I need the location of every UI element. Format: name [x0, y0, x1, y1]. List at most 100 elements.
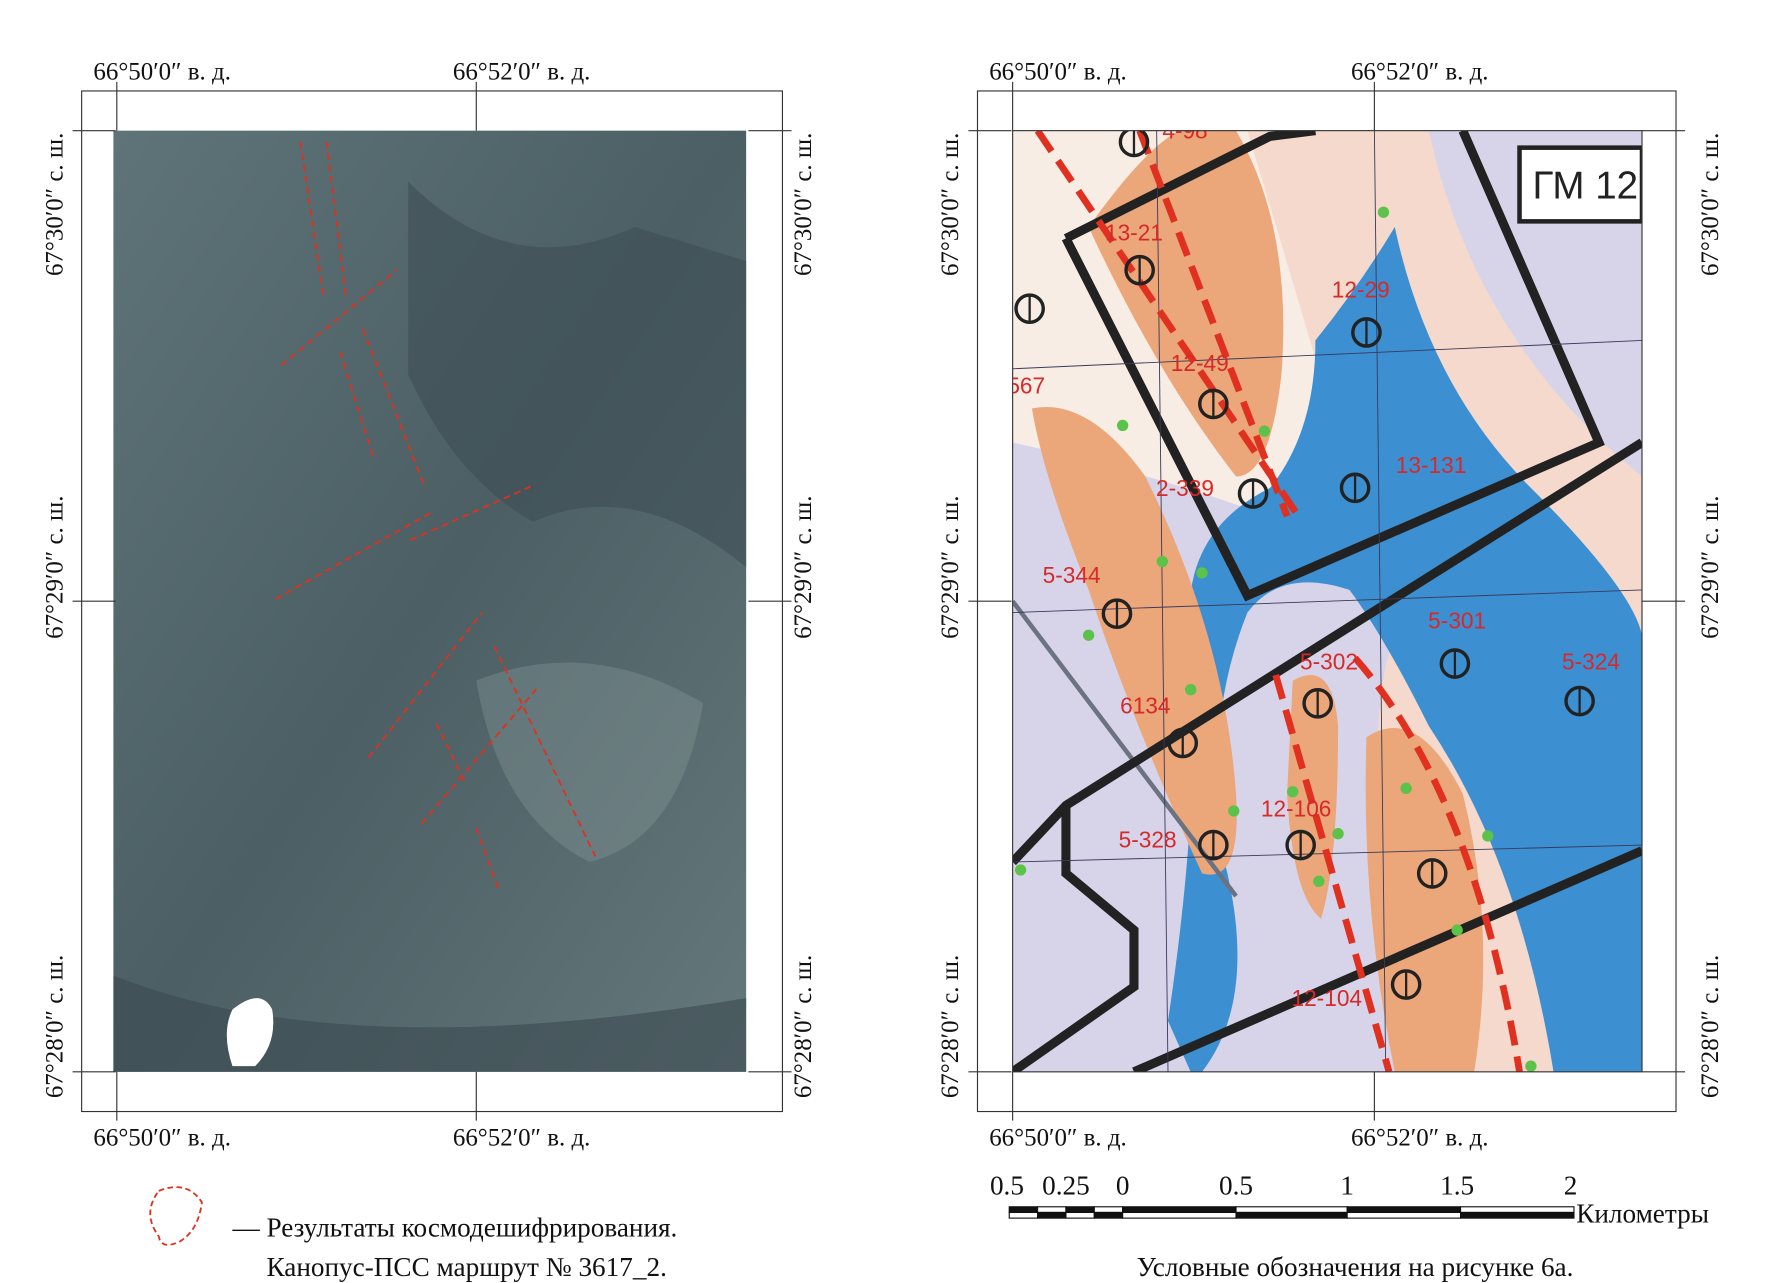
- outcrop-dot: [1014, 864, 1027, 876]
- scale-label: 1.5: [1440, 1170, 1474, 1200]
- coord-label: 66°50′0″ в. д.: [93, 1125, 231, 1152]
- terrain-light: [476, 662, 704, 863]
- symbols: 4-98 13-21 12-29 12-49 13-131 2-339 5-344 5-301…: [1007, 118, 1638, 1072]
- coord-label: 67°28′0″ с. ш.: [790, 955, 817, 1098]
- coord-label: 67°28′0″ с. ш.: [1697, 955, 1724, 1098]
- license-boundaries: [1012, 130, 1642, 1072]
- outcrop-dot: [1156, 555, 1168, 568]
- outcrop-dot: [1332, 828, 1344, 840]
- lineaments: [275, 141, 597, 891]
- point-label: 12-106: [1261, 796, 1332, 822]
- legend-text: Канопус-ПСС маршрут № 3617_2.: [266, 1252, 666, 1282]
- outcrop-dot: [1258, 425, 1271, 437]
- terrain-shade: [113, 975, 747, 1072]
- sheet-box: [1517, 145, 1642, 224]
- caption: Условные обозначения на рисунке 6а.: [1137, 1252, 1574, 1282]
- outcrop-dot: [1377, 206, 1390, 218]
- river-unit: [1167, 227, 1642, 1072]
- outcrop-dot: [1400, 782, 1412, 795]
- point-label: 13-21: [1105, 220, 1163, 246]
- scale-label: 0.5: [990, 1170, 1024, 1200]
- outcrop-dot: [1082, 629, 1095, 641]
- coord-label: 66°52′0″ в. д.: [453, 1125, 591, 1152]
- scale-segment: [1065, 1206, 1095, 1214]
- lineament: [362, 328, 427, 489]
- coord-label: 66°52′0″ в. д.: [453, 59, 591, 86]
- lineament: [325, 141, 347, 296]
- coord-label: 66°52′0″ в. д.: [1351, 59, 1489, 86]
- coord-label: 66°50′0″ в. д.: [989, 59, 1127, 86]
- geologic-map: 4-98 13-21 12-29 12-49 13-131 2-339 5-344 5-301…: [1007, 118, 1642, 1072]
- legend-text: — Результаты космодешифрирования.: [231, 1212, 677, 1242]
- coord-label: 67°30′0″ с. ш.: [937, 133, 964, 276]
- scale-segment: [1122, 1211, 1237, 1219]
- point-label: 5-328: [1119, 826, 1177, 852]
- point-label: 5-301: [1428, 607, 1486, 633]
- outcrop-dot: [1228, 805, 1240, 817]
- outcrop-dot: [1313, 875, 1325, 888]
- point-label: 567: [1007, 373, 1045, 399]
- legend-icon: [149, 1186, 203, 1246]
- coord-label: 66°50′0″ в. д.: [93, 59, 231, 86]
- scale-unit: Километры: [1576, 1199, 1709, 1229]
- point-label: 6134: [1120, 693, 1170, 719]
- scale-segment: [1093, 1211, 1124, 1219]
- coord-label: 67°28′0″ с. ш.: [41, 955, 68, 1098]
- left-map: [81, 90, 784, 1113]
- scale-segment: [1093, 1206, 1124, 1214]
- coord-label: 67°30′0″ с. ш.: [41, 133, 68, 276]
- outcrop-dot: [1482, 830, 1494, 842]
- point-label: 12-29: [1332, 276, 1390, 302]
- point-label: 12-49: [1171, 350, 1229, 376]
- outcrop-dot: [1525, 1060, 1537, 1072]
- right-map: 4-98 13-21 12-29 12-49 13-131 2-339 5-344 5-301…: [976, 90, 1677, 1113]
- scale-segment: [1459, 1206, 1575, 1214]
- scale-segment: [1346, 1211, 1462, 1219]
- point-label: 13-131: [1396, 452, 1467, 478]
- coord-label: 67°30′0″ с. ш.: [1697, 133, 1724, 276]
- coord-label: 66°50′0″ в. д.: [989, 1125, 1127, 1152]
- scale-segment: [1235, 1206, 1348, 1214]
- point-label: 4-98: [1162, 118, 1207, 144]
- granite-body: [1365, 728, 1484, 1072]
- scale-segment: [1008, 1211, 1039, 1219]
- outcrop-dot: [1185, 684, 1197, 696]
- lineament: [299, 141, 325, 296]
- coord-label: 67°30′0″ с. ш.: [790, 133, 817, 276]
- scale-segment: [1037, 1211, 1067, 1219]
- coord-label: 67°29′0″ с. ш.: [1697, 496, 1724, 639]
- scale-segment: [1065, 1211, 1095, 1219]
- lineament: [367, 612, 483, 759]
- lineament: [280, 269, 398, 367]
- lineament: [275, 512, 432, 600]
- coord-label: 67°29′0″ с. ш.: [41, 496, 68, 639]
- outcrop-dot: [1451, 924, 1463, 936]
- scale-label: 0.25: [1042, 1170, 1090, 1200]
- scale-label: 0.5: [1219, 1170, 1253, 1200]
- granite-body: [1088, 130, 1284, 477]
- scale-segment: [1459, 1211, 1575, 1219]
- outcrop-dot: [1196, 567, 1208, 579]
- scale-segment: [1008, 1206, 1039, 1214]
- terrain-shade: [408, 181, 747, 568]
- point-label: 5-302: [1300, 648, 1358, 674]
- scale-segment: [1235, 1211, 1348, 1219]
- point-label: 2-339: [1156, 475, 1214, 501]
- lineament: [339, 351, 376, 460]
- lineament: [493, 646, 597, 857]
- outcrop-dot: [1116, 419, 1129, 432]
- faults: [1034, 130, 1523, 1072]
- scale-segment: [1122, 1206, 1237, 1214]
- outcrop-dot: [1287, 786, 1299, 798]
- scale-segment: [1346, 1206, 1462, 1214]
- scale-segment: [1037, 1206, 1067, 1214]
- scale-label: 0: [1116, 1170, 1130, 1200]
- coord-label: 67°28′0″ с. ш.: [937, 955, 964, 1098]
- scale-label: 1: [1340, 1170, 1354, 1200]
- point-label: 5-344: [1043, 562, 1101, 588]
- point-label: 5-324: [1562, 648, 1620, 674]
- lineament: [421, 685, 540, 825]
- point-label: 12-104: [1291, 985, 1362, 1011]
